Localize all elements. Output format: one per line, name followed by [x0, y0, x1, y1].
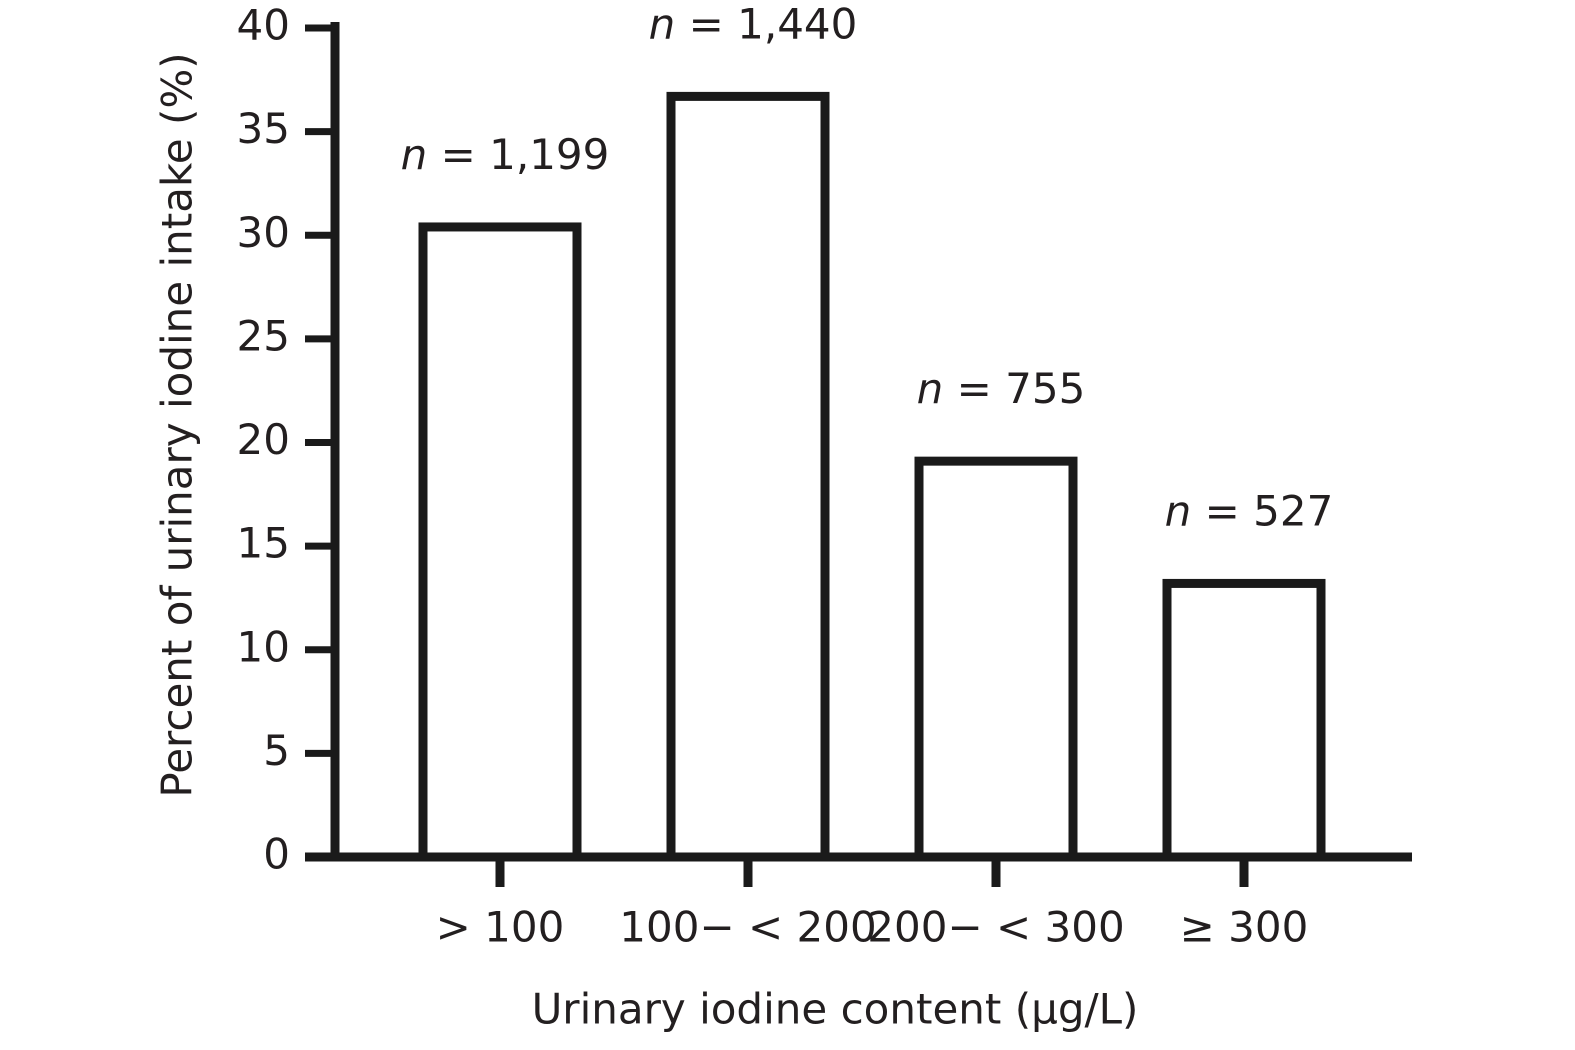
y-tick-label: 35	[237, 104, 290, 153]
y-tick-label: 15	[237, 519, 290, 568]
bar	[1162, 578, 1326, 862]
y-tick-label: 30	[237, 208, 290, 257]
y-tick-label: 20	[237, 415, 290, 464]
bar	[666, 91, 830, 862]
x-tick-label: 100− < 200	[619, 903, 876, 952]
y-tick-label: 10	[237, 622, 290, 671]
x-tick-label: > 100	[436, 903, 565, 952]
bar	[418, 222, 582, 862]
x-tick-label: 200− < 300	[867, 903, 1124, 952]
x-tick-label: ≥ 300	[1180, 903, 1309, 952]
bar	[914, 456, 1078, 862]
y-axis-title: Percent of urinary iodine intake (%)	[153, 52, 202, 797]
y-tick-label: 5	[263, 726, 290, 775]
bar-annotation: n = 1,199	[401, 129, 610, 178]
bar-annotation: n = 527	[1165, 486, 1334, 535]
y-tick-label: 0	[263, 830, 290, 879]
bar-annotation: n = 1,440	[649, 0, 858, 48]
y-tick-label: 40	[237, 1, 290, 50]
bar-annotation: n = 755	[917, 364, 1086, 413]
x-axis-title: Urinary iodine content (μg/L)	[532, 985, 1139, 1034]
y-tick-label: 25	[237, 311, 290, 360]
